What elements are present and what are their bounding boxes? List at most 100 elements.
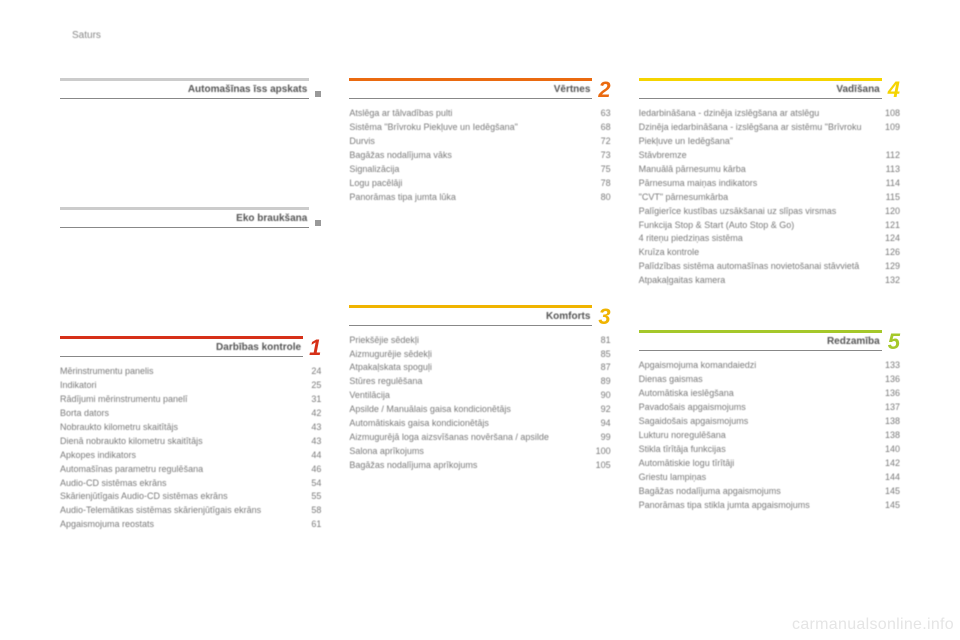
toc-entry: Apsilde / Manuālais gaisa kondicionētājs…: [349, 403, 610, 417]
entry-page: 121: [872, 219, 900, 233]
section-number: 2: [598, 79, 610, 101]
toc-entry: Durvis72: [349, 135, 610, 149]
entry-label: Pavadošais apgaismojums: [639, 401, 872, 415]
entry-page: 44: [293, 449, 321, 463]
entry-page: 145: [872, 499, 900, 513]
entry-page: 136: [872, 373, 900, 387]
entry-page: 138: [872, 415, 900, 429]
toc-entry: Palīgierīce kustības uzsākšanai uz slīpa…: [639, 205, 900, 219]
entry-page: 142: [872, 457, 900, 471]
toc-entry: Signalizācija75: [349, 163, 610, 177]
section-entries: Atslēga ar tālvadības pulti63Sistēma "Br…: [349, 107, 610, 205]
entry-label: Sagaidošais apgaismojums: [639, 415, 872, 429]
toc-entry: Priekšējie sēdekļi81: [349, 334, 610, 348]
entry-label: Bagāžas nodalījuma apgaismojums: [639, 485, 872, 499]
entry-page: 115: [872, 191, 900, 205]
toc-entry: Funkcija Stop & Start (Auto Stop & Go)12…: [639, 219, 900, 233]
entry-page: 85: [583, 348, 611, 362]
section-title: Redzamība: [827, 336, 880, 347]
entry-page: 138: [872, 429, 900, 443]
entry-label: Bagāžas nodalījuma aprīkojums: [349, 459, 582, 473]
entry-label: Funkcija Stop & Start (Auto Stop & Go): [639, 219, 872, 233]
toc-column: Vadīšana 4 Iedarbināšana - dzinēja izslēgš…: [639, 78, 900, 554]
section-title: Vadīšana: [836, 84, 879, 95]
toc-entry: Bagāžas nodalījuma vāks73: [349, 149, 610, 163]
entry-page: 72: [583, 135, 611, 149]
entry-page: 109: [872, 121, 900, 149]
entry-label: Ventilācija: [349, 389, 582, 403]
entry-page: 43: [293, 421, 321, 435]
entry-label: Atpakaļskata spoguļi: [349, 361, 582, 375]
entry-page: 105: [583, 459, 611, 473]
toc-entry: Aizmugurējie sēdekļi85: [349, 348, 610, 362]
section-header: Darbības kontrole1: [60, 336, 321, 357]
entry-label: Durvis: [349, 135, 582, 149]
entry-label: Logu pacēlāji: [349, 177, 582, 191]
entry-page: 140: [872, 443, 900, 457]
entry-label: Griestu lampiņas: [639, 471, 872, 485]
toc-entry: Bagāžas nodalījuma aprīkojums105: [349, 459, 610, 473]
toc-entry: Lukturu noregulēšana138: [639, 429, 900, 443]
toc-entry: Atslēga ar tālvadības pulti63: [349, 107, 610, 121]
toc-section: Vērtnes 2 Atslēga ar tālvadības pulti63Sis…: [349, 78, 610, 205]
entry-label: Panorāmas tipa stikla jumta apgaismojums: [639, 499, 872, 513]
toc-entry: Bagāžas nodalījuma apgaismojums145: [639, 485, 900, 499]
section-title: Vērtnes: [554, 84, 591, 95]
entry-page: 133: [872, 359, 900, 373]
entry-page: 108: [872, 107, 900, 121]
entry-page: 113: [872, 163, 900, 177]
toc-entry: Apgaismojuma komandaiedzi133: [639, 359, 900, 373]
section-number: 4: [888, 79, 900, 101]
entry-label: Dienā nobraukto kilometru skaitītājs: [60, 435, 293, 449]
entry-label: Borta dators: [60, 407, 293, 421]
section-title: Automašīnas īss apskats: [188, 84, 308, 95]
entry-label: Apgaismojuma komandaiedzi: [639, 359, 872, 373]
entry-page: 137: [872, 401, 900, 415]
entry-page: 145: [872, 485, 900, 499]
toc-entry: Apkopes indikators44: [60, 449, 321, 463]
entry-label: Automātiskais gaisa kondicionētājs: [349, 417, 582, 431]
entry-label: Audio-CD sistēmas ekrāns: [60, 477, 293, 491]
toc-entry: Manuālā pārnesumu kārba113: [639, 163, 900, 177]
entry-label: Iedarbināšana - dzinēja izslēgšana ar at…: [639, 107, 872, 121]
entry-page: 61: [293, 518, 321, 532]
entry-page: 55: [293, 490, 321, 504]
entry-label: Automašīnas parametru regulēšana: [60, 463, 293, 477]
entry-label: Bagāžas nodalījuma vāks: [349, 149, 582, 163]
section-entries: Mērinstrumentu panelis24Indikatori25Rādī…: [60, 365, 321, 532]
toc-column: Automašīnas īss apskatsEko braukšanaDarb…: [60, 78, 321, 554]
entry-page: 25: [293, 379, 321, 393]
toc-entry: Aizmugurējā loga aizsvīšanas novēršana /…: [349, 431, 610, 445]
toc-column: Vērtnes 2 Atslēga ar tālvadības pulti63Sis…: [349, 78, 610, 554]
toc-section: Redzamība5Apgaismojuma komandaiedzi133Di…: [639, 330, 900, 512]
toc-entry: 4 riteņu piedziņas sistēma124: [639, 232, 900, 246]
toc-entry: Dienas gaismas136: [639, 373, 900, 387]
entry-label: Manuālā pārnesumu kārba: [639, 163, 872, 177]
entry-label: Apkopes indikators: [60, 449, 293, 463]
entry-page: 31: [293, 393, 321, 407]
entry-label: Dienas gaismas: [639, 373, 872, 387]
toc-entry: Sagaidošais apgaismojums138: [639, 415, 900, 429]
entry-label: Sistēma "Brīvroku Piekļuve un Iedēgšana": [349, 121, 582, 135]
entry-page: 87: [583, 361, 611, 375]
entry-page: 144: [872, 471, 900, 485]
section-title: Darbības kontrole: [216, 342, 301, 353]
toc-entry: Automātiska ieslēgšana136: [639, 387, 900, 401]
toc-entry: Panorāmas tipa jumta lūka80: [349, 191, 610, 205]
watermark: carmanualsonline.info: [792, 616, 954, 634]
entry-page: 92: [583, 403, 611, 417]
toc-entry: Pavadošais apgaismojums137: [639, 401, 900, 415]
toc-entry: Pārnesuma maiņas indikators114: [639, 177, 900, 191]
toc-entry: Indikatori25: [60, 379, 321, 393]
toc-entry: Salona aprīkojums100: [349, 445, 610, 459]
section-header: Vadīšana 4: [639, 78, 900, 99]
entry-page: 99: [583, 431, 611, 445]
entry-label: Atpakaļgaitas kamera: [639, 274, 872, 288]
toc-entry: Stūres regulēšana89: [349, 375, 610, 389]
entry-label: Palīgierīce kustības uzsākšanai uz slīpa…: [639, 205, 872, 219]
entry-page: 126: [872, 246, 900, 260]
entry-page: 78: [583, 177, 611, 191]
section-marker-dot: [315, 220, 321, 226]
toc-entry: Iedarbināšana - dzinēja izslēgšana ar at…: [639, 107, 900, 121]
entry-page: 89: [583, 375, 611, 389]
